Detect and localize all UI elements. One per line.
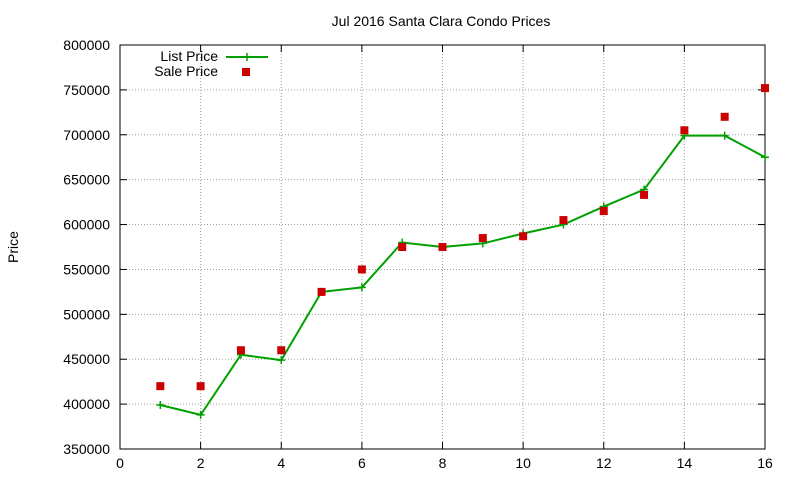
sale-price-point (519, 232, 528, 241)
axis-ticks (119, 44, 766, 450)
list-price-point (357, 283, 366, 292)
x-tick-labels: 0 2 4 6 8 10 12 14 16 (116, 455, 773, 471)
list-price-point (761, 153, 769, 162)
legend: List Price Sale Price (154, 48, 268, 79)
sale-price-point (317, 287, 326, 296)
sale-price-point (680, 126, 689, 135)
y-tick-label: 750000 (63, 82, 110, 98)
x-tick-label: 14 (677, 455, 693, 471)
y-tick-label: 700000 (63, 127, 110, 143)
list-price-point (720, 131, 729, 140)
sale-price-point (599, 207, 608, 216)
sale-price-point (236, 346, 245, 355)
legend-marker-sale-price (242, 68, 250, 76)
y-tick-label: 800000 (63, 37, 110, 53)
sale-price-point (357, 265, 366, 274)
y-axis-label: Price (5, 231, 21, 263)
sale-price-point (761, 84, 769, 93)
series-sale-price (156, 84, 769, 391)
sale-price-point (640, 190, 649, 199)
legend-label-sale-price: Sale Price (154, 63, 218, 79)
x-tick-label: 2 (197, 455, 205, 471)
y-tick-label: 350000 (63, 441, 110, 457)
sale-price-point (277, 346, 286, 355)
chart-title: Jul 2016 Santa Clara Condo Prices (332, 13, 551, 29)
y-tick-label: 650000 (63, 172, 110, 188)
list-price-line (160, 134, 766, 417)
x-tick-label: 16 (757, 455, 773, 471)
x-tick-label: 4 (277, 455, 285, 471)
x-tick-label: 10 (515, 455, 531, 471)
sale-price-point (196, 382, 205, 391)
y-tick-label: 600000 (63, 217, 110, 233)
y-tick-label: 550000 (63, 261, 110, 277)
sale-price-point (438, 243, 447, 251)
list-price-point (156, 401, 165, 410)
x-tick-label: 12 (596, 455, 612, 471)
sale-price-point (156, 382, 165, 391)
x-tick-label: 8 (439, 455, 447, 471)
series-list-price (156, 131, 769, 419)
sale-price-point (478, 234, 487, 243)
y-tick-label: 450000 (63, 351, 110, 367)
x-tick-label: 0 (116, 455, 124, 471)
x-tick-label: 6 (358, 455, 366, 471)
legend-label-list-price: List Price (160, 48, 218, 64)
y-tick-label: 500000 (63, 306, 110, 322)
sale-price-point (720, 112, 729, 121)
list-price-point (196, 410, 205, 419)
sale-price-point (559, 216, 568, 225)
y-tick-labels: 350000 400000 450000 500000 550000 600000 6500… (63, 37, 110, 457)
legend-marker-list-price (243, 53, 251, 61)
sale-price-point (398, 243, 407, 251)
y-tick-label: 400000 (63, 396, 110, 412)
list-price-point (277, 356, 286, 365)
